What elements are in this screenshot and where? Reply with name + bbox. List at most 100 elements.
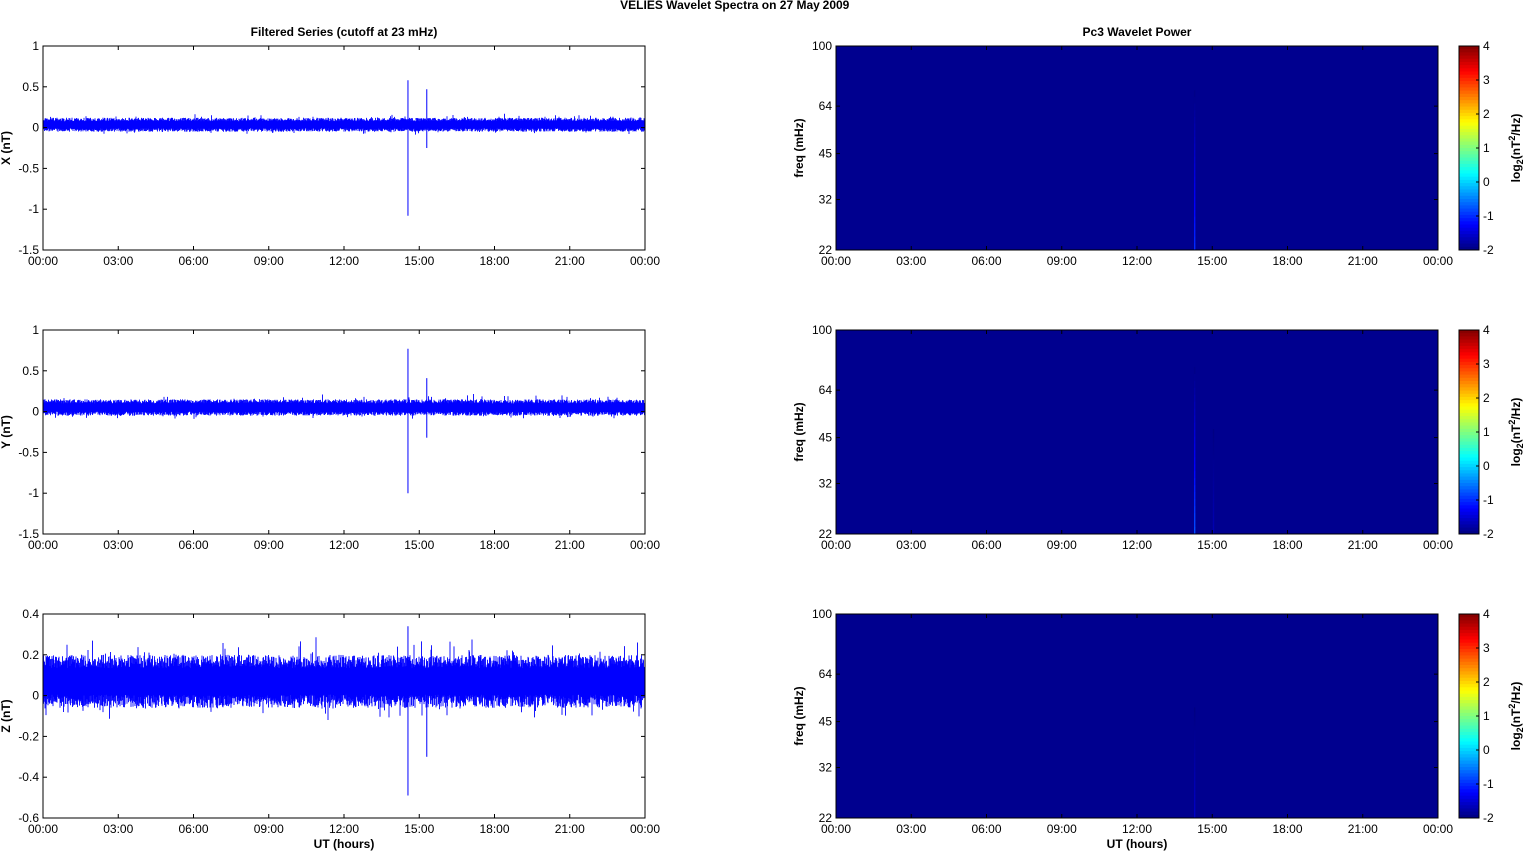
y-spectrogram-colorbar-tick-label: -1	[1483, 493, 1494, 507]
z-spectrogram-spike-1-cell	[1193, 794, 1196, 800]
x-spectrogram-colorbar-strip	[1459, 58, 1479, 63]
y-spectrogram-spike-2-cell	[1212, 498, 1215, 504]
y-spectrogram-colorbar-strip	[1459, 409, 1479, 414]
x-series-xtick-label: 06:00	[178, 254, 208, 268]
y-spectrogram-spike-2-cell	[1212, 481, 1215, 487]
z-spectrogram-spike-1-cell	[1193, 748, 1196, 754]
z-spectrogram-colorbar-strip	[1459, 792, 1479, 797]
z-spectrogram-colorbar-strip	[1459, 728, 1479, 733]
x-spectrogram-spike-1-cell	[1193, 90, 1196, 98]
x-spectrogram-spike-1-cell	[1193, 236, 1196, 244]
y-series-xtick-label: 03:00	[103, 538, 133, 552]
z-spectrogram-colorbar-strip	[1459, 693, 1479, 698]
x-spectrogram-spike-1-cell	[1193, 156, 1196, 164]
z-spectrogram-colorbar-strip	[1459, 735, 1479, 739]
x-spectrogram-colorbar-tick-label: 3	[1483, 73, 1490, 87]
y-spectrogram-xtick-label: 18:00	[1272, 538, 1302, 552]
z-spectrogram-colorbar-strip	[1459, 811, 1479, 816]
y-spectrogram-colorbar-strip	[1459, 489, 1479, 494]
y-spectrogram-colorbar-strip	[1459, 518, 1479, 522]
x-spectrogram-colorbar-strip	[1459, 138, 1479, 143]
z-spectrogram-colorbar-strip	[1459, 722, 1479, 727]
z-spectrogram-colorbar-strip	[1459, 668, 1479, 672]
y-spectrogram-colorbar-strip	[1459, 467, 1479, 471]
x-spectrogram-xtick-label: 00:00	[821, 254, 851, 268]
y-spectrogram-spike-1-cell	[1193, 401, 1196, 410]
plots-layer: 10.50-0.5-1-1.500:00 03:00 06:00 09:00 12:00…	[0, 39, 1525, 836]
y-spectrogram-colorbar-strip	[1459, 365, 1479, 369]
y-spectrogram-colorbar-strip	[1459, 460, 1479, 465]
z-spectrogram-colorbar-strip	[1459, 636, 1479, 640]
x-spectrogram-colorbar-strip	[1459, 106, 1479, 111]
z-series-xtick-label: 09:00	[254, 822, 284, 836]
z-spectrogram-colorbar-strip	[1459, 617, 1479, 621]
x-spectrogram-colorbar-strip	[1459, 46, 1479, 50]
z-spectrogram-spike-1-cell	[1193, 781, 1196, 787]
y-spectrogram-spike-1-cell	[1193, 464, 1196, 472]
y-spectrogram-colorbar-strip	[1459, 390, 1479, 395]
x-spectrogram-xtick-label: 00:00	[1423, 254, 1453, 268]
y-series-ylabel: Y (nT)	[0, 415, 13, 449]
z-spectrogram-colorbar-strip	[1459, 731, 1479, 736]
x-series-panel: 10.50-0.5-1-1.500:00 03:00 06:00 09:00 12:00…	[0, 39, 660, 268]
z-spectrogram-colorbar-strip	[1459, 700, 1479, 704]
z-spectrogram-ytick-label: 32	[819, 761, 833, 775]
x-spectrogram-xtick-label: 15:00	[1197, 254, 1227, 268]
y-series-ytick-label: -1	[28, 486, 39, 500]
x-spectrogram-colorbar-tick-label: 4	[1483, 39, 1490, 53]
y-series-xtick-label: 18:00	[479, 538, 509, 552]
x-spectrogram-colorbar-strip	[1459, 81, 1479, 85]
y-spectrogram-colorbar-strip	[1459, 514, 1479, 519]
x-spectrogram-colorbar-strip	[1459, 61, 1479, 66]
y-spectrogram-spike-1-cell	[1193, 394, 1196, 403]
y-spectrogram-colorbar-strip	[1459, 396, 1479, 401]
z-series-xtick-label: 00:00	[28, 822, 58, 836]
y-spectrogram-colorbar-strip	[1459, 406, 1479, 411]
y-spectrogram-colorbar-strip	[1459, 368, 1479, 372]
z-spectrogram-colorbar-strip	[1459, 744, 1479, 749]
z-spectrogram-colorbar-strip	[1459, 677, 1479, 682]
z-spectrogram-colorbar-strip	[1459, 655, 1479, 660]
x-spectrogram-colorbar-strip	[1459, 68, 1479, 72]
y-spectrogram-spike-1-cell	[1193, 436, 1196, 444]
y-spectrogram-colorbar-strip	[1459, 495, 1479, 500]
x-spectrogram-colorbar-strip	[1459, 221, 1479, 225]
z-spectrogram-colorbar-strip	[1459, 798, 1479, 803]
x-series-ytick-label: -1.5	[18, 243, 39, 257]
x-spectrogram-heatmap	[836, 46, 1438, 250]
z-series-xtick-label: 03:00	[103, 822, 133, 836]
y-spectrogram-spike-1-cell	[1193, 520, 1196, 528]
y-series-xtick-label: 21:00	[555, 538, 585, 552]
y-spectrogram-spike-1-cell	[1193, 415, 1196, 423]
z-spectrogram-colorbar-strip	[1459, 661, 1479, 666]
z-spectrogram-colorbar-strip	[1459, 802, 1479, 806]
y-spectrogram-colorbar-strip	[1459, 412, 1479, 417]
x-spectrogram-spike-1-cell	[1193, 136, 1196, 144]
y-spectrogram-xtick-label: 00:00	[821, 538, 851, 552]
z-spectrogram-colorbar-strip	[1459, 687, 1479, 691]
y-spectrogram-spike-1-cell	[1193, 422, 1196, 430]
x-spectrogram-colorbar-strip	[1459, 173, 1479, 178]
y-spectrogram-xtick-label: 06:00	[971, 538, 1001, 552]
x-series-xtick-label: 15:00	[404, 254, 434, 268]
left-column-title: Filtered Series (cutoff at 23 mHz)	[251, 25, 438, 39]
z-spectrogram-colorbar-strip	[1459, 633, 1479, 637]
y-spectrogram-colorbar-strip	[1459, 377, 1479, 382]
z-spectrogram-colorbar-strip	[1459, 757, 1479, 762]
y-spectrogram-colorbar-strip	[1459, 400, 1479, 404]
y-spectrogram-ylabel: freq (mHz)	[792, 402, 806, 461]
y-series-xtick-label: 09:00	[254, 538, 284, 552]
z-spectrogram-spike-1-cell	[1193, 804, 1196, 810]
y-spectrogram-colorbar-strip	[1459, 330, 1479, 334]
y-spectrogram-colorbar-tick-label: -2	[1483, 527, 1494, 541]
z-series-ytick-label: 0.4	[22, 607, 39, 621]
z-series-xtick-label: 00:00	[630, 822, 660, 836]
x-spectrogram-colorbar-label: log2(nT2/Hz)	[1507, 114, 1525, 183]
z-series-xtick-label: 15:00	[404, 822, 434, 836]
x-spectrogram-spike-1-cell	[1193, 230, 1196, 237]
z-spectrogram-colorbar-strip	[1459, 690, 1479, 695]
z-spectrogram-colorbar-strip	[1459, 684, 1479, 688]
z-spectrogram-colorbar-strip	[1459, 805, 1479, 809]
y-series-ytick-label: -1.5	[18, 527, 39, 541]
z-spectrogram-spike-1-cell	[1193, 808, 1196, 814]
